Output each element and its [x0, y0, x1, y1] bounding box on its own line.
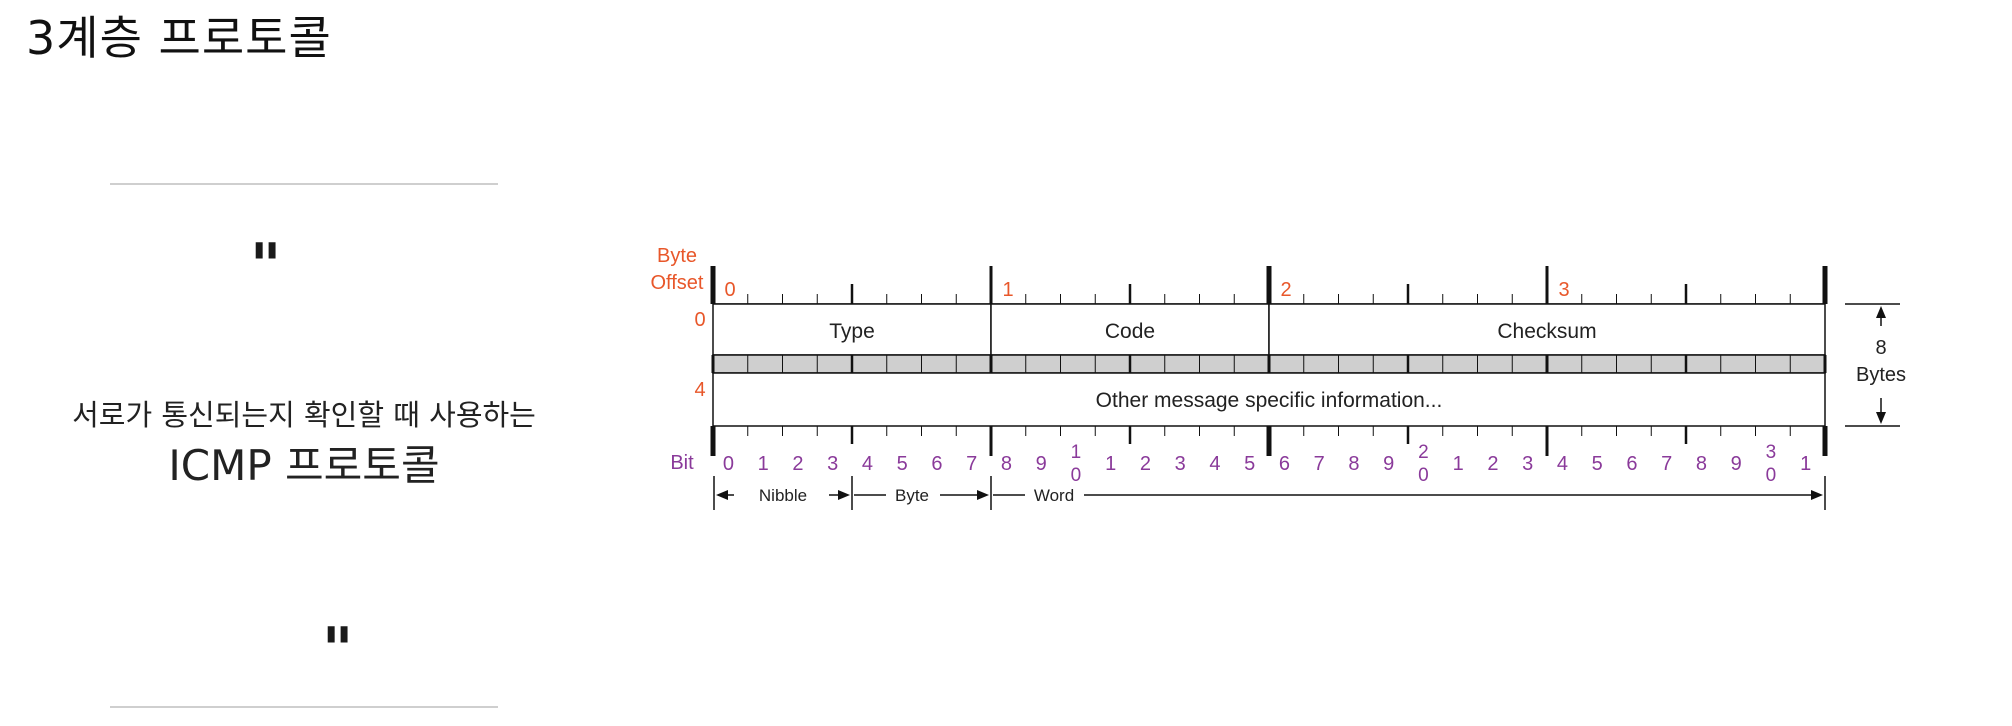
bit-number: 1 [1800, 453, 1811, 475]
size-arrow-up-head [1876, 306, 1886, 318]
code-field [990, 303, 1270, 356]
bit-number-ones: 0 [1418, 465, 1429, 486]
bit-number: 9 [1383, 453, 1394, 475]
page-title: 3계층 프로토콜 [26, 11, 332, 65]
size-value: 8 [1875, 337, 1886, 359]
other-info-field [712, 372, 1826, 427]
bit-number: 4 [1209, 453, 1220, 475]
bit-number: 6 [931, 453, 942, 475]
bit-number: 7 [1661, 453, 1672, 475]
bit-number-ones: 0 [1071, 465, 1082, 486]
unit-scale: Nibble Byte Word [713, 476, 1826, 510]
bit-number: 4 [1557, 453, 1568, 475]
size-arrow-down-head [1876, 412, 1886, 424]
bit-number: 3 [1175, 453, 1186, 475]
bit-number: 5 [897, 453, 908, 475]
bit-number: 1 [758, 453, 769, 475]
byte-offset-marker: 1 [1002, 279, 1013, 301]
bit-number: 5 [1244, 453, 1255, 475]
caption-text: 서로가 통신되는지 확인할 때 사용하는 [72, 398, 536, 432]
byte-offset-label-2: Offset [651, 272, 704, 294]
bit-number: 8 [1001, 453, 1012, 475]
bit-number: 3 [827, 453, 838, 475]
bit-number: 2 [792, 453, 803, 475]
bit-number: 9 [1036, 453, 1047, 475]
row-offset-0: 0 [694, 309, 705, 331]
byte-offset-marker: 2 [1280, 279, 1291, 301]
bit-ruler: 0 1 2 3 [710, 266, 1828, 305]
bit-number: 3 [1522, 453, 1533, 475]
code-label: Code [1105, 320, 1155, 343]
top-divider [110, 183, 498, 185]
bit-number-tens: 2 [1418, 442, 1429, 463]
bit-number: 4 [862, 453, 873, 475]
caption-protocol: ICMP 프로토콜 [168, 441, 440, 490]
type-label: Type [829, 320, 875, 343]
type-field [712, 303, 992, 356]
word-arrow-right-head [1811, 490, 1823, 500]
byte-offset-marker: 0 [724, 279, 735, 301]
size-unit: Bytes [1856, 364, 1906, 386]
bit-number: 5 [1592, 453, 1603, 475]
bit-number-tens: 3 [1766, 442, 1777, 463]
word-label: Word [1034, 486, 1074, 505]
bit-number-ones: 0 [1766, 465, 1777, 486]
byte-arrow-right-head [977, 490, 989, 500]
byte-offset-label-1: Byte [657, 245, 697, 267]
other-info-label: Other message specific information... [1096, 389, 1443, 412]
row-offset-4: 4 [694, 379, 705, 401]
bit-label: Bit [670, 452, 694, 474]
bottom-ruler-ticks [710, 426, 1828, 456]
bit-number: 7 [966, 453, 977, 475]
checksum-label: Checksum [1497, 320, 1596, 343]
byte-label: Byte [895, 486, 929, 505]
open-quote-mark: " [250, 231, 282, 301]
bit-number: 9 [1731, 453, 1742, 475]
close-quote-mark: " [322, 615, 354, 685]
bit-number: 8 [1348, 453, 1359, 475]
bit-number: 6 [1626, 453, 1637, 475]
nibble-arrow-right-head [838, 490, 850, 500]
bit-number: 7 [1314, 453, 1325, 475]
separator-strip-ticks [711, 355, 1827, 373]
bit-number: 1 [1105, 453, 1116, 475]
nibble-label: Nibble [759, 486, 807, 505]
byte-offset-marker: 3 [1558, 279, 1569, 301]
bit-number: 2 [1140, 453, 1151, 475]
bit-number: 2 [1487, 453, 1498, 475]
bit-number: 8 [1696, 453, 1707, 475]
bit-number: 1 [1453, 453, 1464, 475]
nibble-arrow-left-head [716, 490, 728, 500]
bit-number: 0 [723, 453, 734, 475]
bit-number: 6 [1279, 453, 1290, 475]
bit-number-tens: 1 [1071, 442, 1082, 463]
bottom-divider [110, 706, 498, 708]
